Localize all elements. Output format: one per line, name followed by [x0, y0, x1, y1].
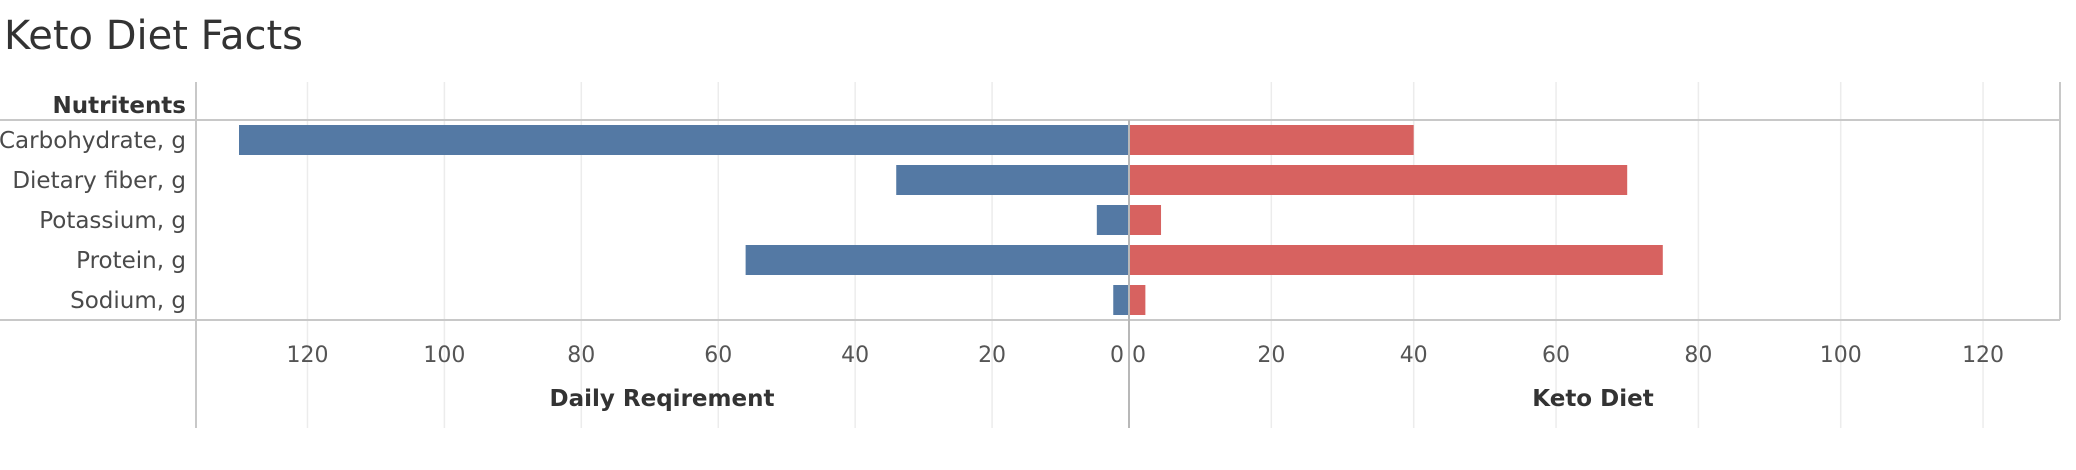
right-tick-0: 0	[1132, 343, 1146, 368]
row-labels: Carbohydrate, g Dietary fiber, g Potassium…	[0, 128, 186, 314]
left-tick-40: 40	[841, 343, 869, 368]
row-label: Carbohydrate, g	[0, 128, 186, 154]
left-tick-20: 20	[978, 343, 1006, 368]
left-axis-title: Daily Reqirement	[550, 386, 775, 412]
bar-daily-requirement	[1096, 205, 1129, 235]
left-tick-60: 60	[704, 343, 732, 368]
bar-keto-diet	[1129, 245, 1663, 275]
bar-keto-diet	[1129, 205, 1162, 235]
bar-daily-requirement	[239, 125, 1129, 155]
left-tick-100: 100	[423, 343, 465, 368]
chart-frame	[0, 82, 2061, 428]
row-header: Nutritents	[53, 93, 187, 119]
left-tick-80: 80	[567, 343, 595, 368]
bar-daily-requirement	[1113, 285, 1129, 315]
bar-keto-diet	[1129, 285, 1146, 315]
row-label: Sodium, g	[70, 288, 186, 314]
right-tick-80: 80	[1684, 343, 1712, 368]
bar-keto-diet	[1129, 165, 1628, 195]
bars	[239, 125, 1663, 315]
bar-daily-requirement	[745, 245, 1129, 275]
bar-keto-diet	[1129, 125, 1414, 155]
right-tick-20: 20	[1257, 343, 1285, 368]
left-tick-0: 0	[1110, 343, 1124, 368]
right-tick-40: 40	[1400, 343, 1428, 368]
row-label: Dietary fiber, g	[12, 168, 186, 194]
left-tick-120: 120	[286, 343, 328, 368]
right-tick-120: 120	[1962, 343, 2004, 368]
row-label: Potassium, g	[39, 208, 186, 234]
bar-daily-requirement	[896, 165, 1129, 195]
right-tick-100: 100	[1820, 343, 1862, 368]
right-axis-title: Keto Diet	[1532, 386, 1653, 412]
tick-labels: 120 100 80 60 40 20 0 0 20 40 60 80 100 120	[286, 343, 2004, 368]
chart-title: Keto Diet Facts	[4, 13, 304, 59]
row-label: Protein, g	[76, 248, 186, 274]
right-tick-60: 60	[1542, 343, 1570, 368]
